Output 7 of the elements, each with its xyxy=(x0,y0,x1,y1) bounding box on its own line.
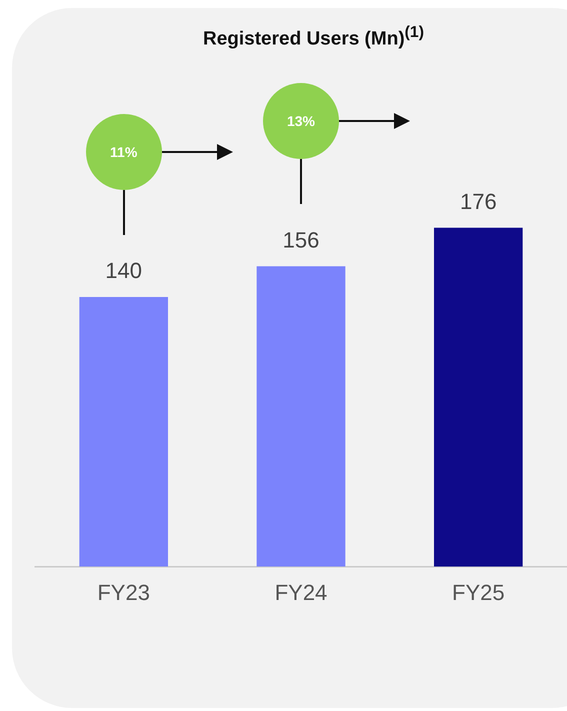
data-label: 156 xyxy=(282,227,320,252)
x-tick-label: FY24 xyxy=(274,580,328,605)
x-tick-label: FY23 xyxy=(97,580,150,605)
data-label: 176 xyxy=(460,188,497,214)
chart-title: Registered Users (Mn)$^{(1)}$ xyxy=(202,24,426,50)
data-label: 140 xyxy=(105,258,142,284)
x-tick-label: FY25 xyxy=(452,580,505,605)
